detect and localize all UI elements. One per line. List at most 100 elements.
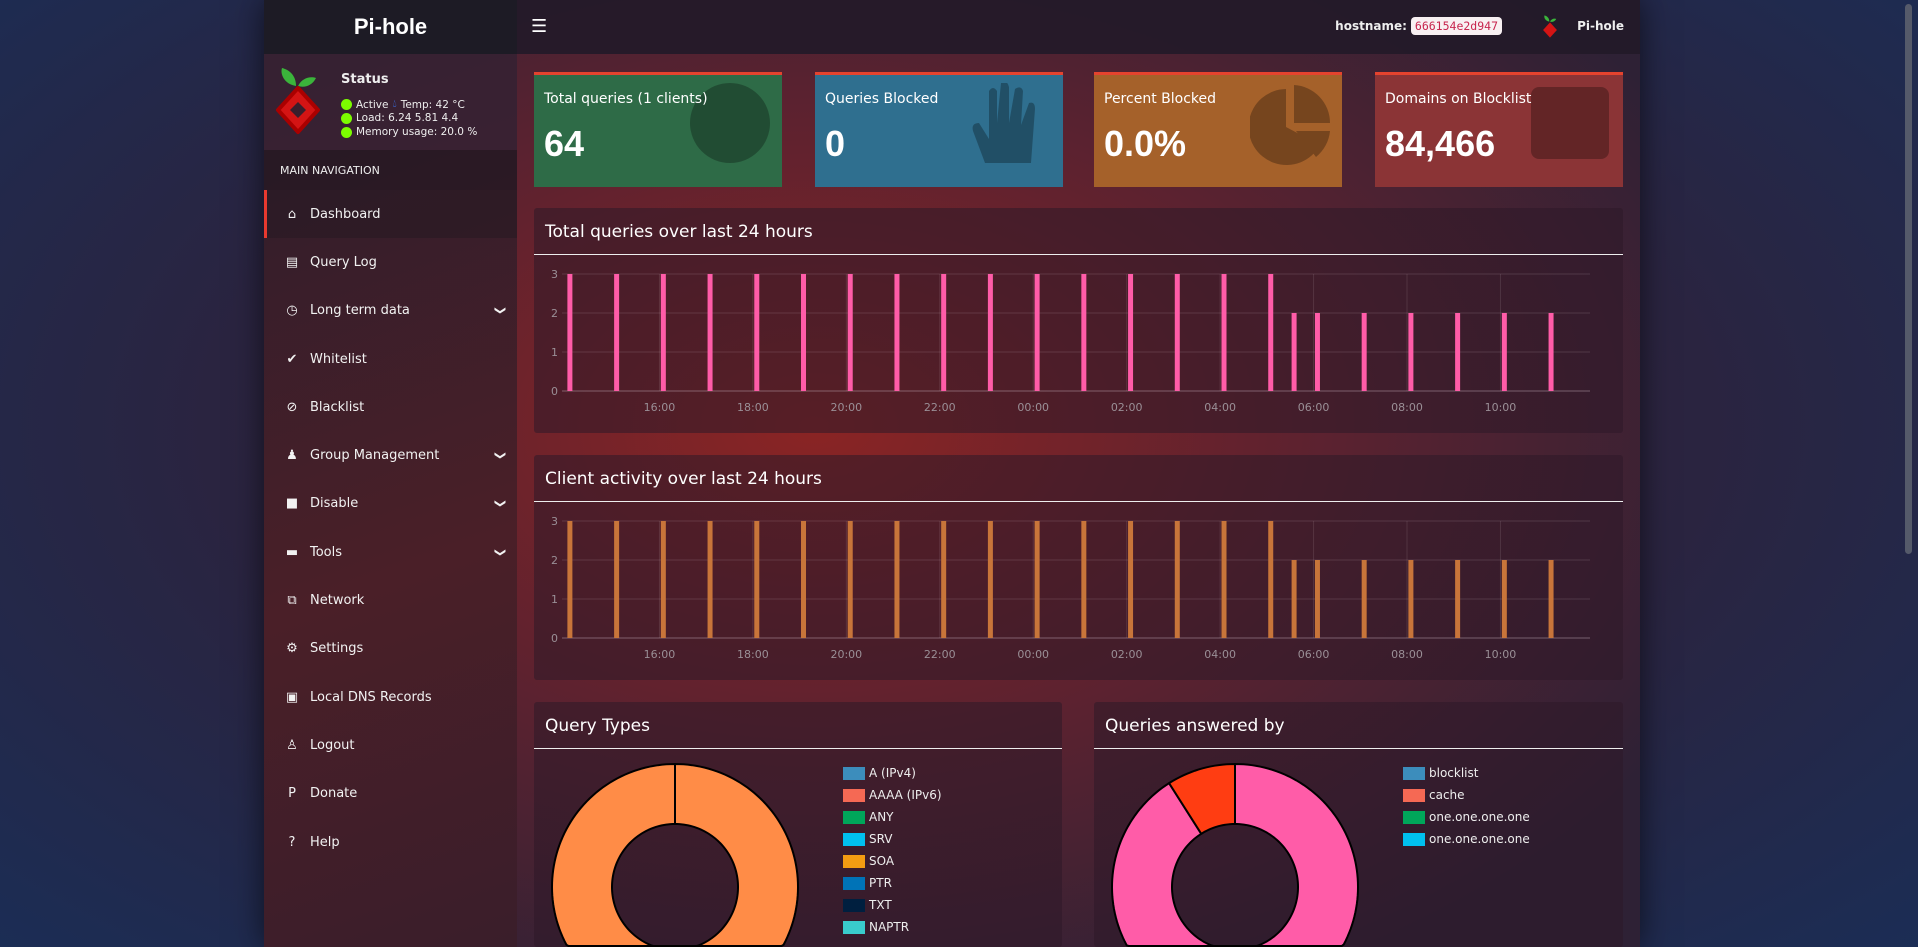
- sidebar-item-label: Group Management: [310, 448, 440, 464]
- bar[interactable]: [567, 274, 573, 391]
- bar[interactable]: [707, 521, 713, 638]
- bar[interactable]: [1501, 560, 1507, 638]
- chevron-down-icon[interactable]: ❯: [493, 547, 507, 557]
- hamburger-icon[interactable]: ☰: [531, 16, 548, 37]
- x-tick-label: 10:00: [1485, 648, 1517, 661]
- bar[interactable]: [941, 274, 947, 391]
- bar[interactable]: [1314, 313, 1320, 391]
- legend-item[interactable]: one.one.one.one: [1403, 831, 1530, 847]
- bar[interactable]: [660, 274, 666, 391]
- legend-item[interactable]: A (IPv4): [843, 765, 942, 781]
- stat-card-0[interactable]: Total queries (1 clients) 64: [534, 72, 782, 187]
- bar[interactable]: [1548, 313, 1554, 391]
- brand-logo[interactable]: Pi-hole: [264, 0, 517, 54]
- bar[interactable]: [987, 521, 993, 638]
- bar[interactable]: [1268, 274, 1274, 391]
- sidebar-item-query-log[interactable]: ▤ Query Log: [264, 238, 517, 286]
- sidebar-item-local-dns-records[interactable]: ▣ Local DNS Records: [264, 673, 517, 721]
- bar[interactable]: [1291, 313, 1297, 391]
- bar[interactable]: [1408, 313, 1414, 391]
- bar[interactable]: [1268, 521, 1274, 638]
- donut-slice[interactable]: [1167, 762, 1236, 836]
- bar[interactable]: [754, 521, 760, 638]
- x-tick-label: 16:00: [644, 401, 676, 414]
- divider: [534, 748, 1062, 749]
- bar[interactable]: [1128, 274, 1134, 391]
- bar[interactable]: [567, 521, 573, 638]
- sidebar-item-blacklist[interactable]: ⊘ Blacklist: [264, 383, 517, 431]
- chevron-down-icon[interactable]: ❯: [493, 451, 507, 461]
- bar[interactable]: [941, 521, 947, 638]
- bar[interactable]: [707, 274, 713, 391]
- bar[interactable]: [1081, 274, 1087, 391]
- sidebar-item-whitelist[interactable]: ✔ Whitelist: [264, 335, 517, 383]
- stat-card-1[interactable]: Queries Blocked 0: [815, 72, 1063, 187]
- bar[interactable]: [614, 521, 620, 638]
- legend-item[interactable]: blocklist: [1403, 765, 1530, 781]
- sidebar-item-group-management[interactable]: ♟ Group Management ❯: [264, 431, 517, 479]
- sidebar-item-label: Whitelist: [310, 351, 367, 367]
- pie-chart-icon: [1250, 85, 1330, 165]
- legend-item[interactable]: cache: [1403, 787, 1530, 803]
- bar[interactable]: [660, 521, 666, 638]
- bar[interactable]: [1128, 521, 1134, 638]
- paypal-icon: P: [288, 786, 296, 802]
- bar[interactable]: [1221, 274, 1227, 391]
- sidebar-item-logout[interactable]: ♙ Logout: [264, 721, 517, 769]
- chevron-down-icon[interactable]: ❯: [493, 499, 507, 509]
- legend-item[interactable]: ANY: [843, 809, 942, 825]
- chevron-down-icon[interactable]: ❯: [493, 306, 507, 316]
- sidebar-item-long-term-data[interactable]: ◷ Long term data ❯: [264, 287, 517, 335]
- bar[interactable]: [1221, 521, 1227, 638]
- bar[interactable]: [1174, 521, 1180, 638]
- sidebar-item-label: Local DNS Records: [310, 689, 432, 705]
- stat-card-2[interactable]: Percent Blocked 0.0%: [1094, 72, 1342, 187]
- bar[interactable]: [1548, 560, 1554, 638]
- sidebar-item-dashboard[interactable]: ⌂ Dashboard: [264, 190, 517, 239]
- x-tick-label: 02:00: [1111, 648, 1143, 661]
- bar[interactable]: [894, 521, 900, 638]
- bar[interactable]: [801, 521, 807, 638]
- bar[interactable]: [1314, 560, 1320, 638]
- bar[interactable]: [847, 274, 853, 391]
- legend-item[interactable]: AAAA (IPv6): [843, 787, 942, 803]
- sidebar-item-help[interactable]: ? Help: [264, 818, 517, 866]
- user-avatar-icon[interactable]: [1540, 14, 1560, 40]
- bar[interactable]: [1034, 521, 1040, 638]
- legend-item[interactable]: NAPTR: [843, 919, 942, 935]
- legend-swatch: [843, 854, 865, 868]
- bar[interactable]: [1455, 560, 1461, 638]
- sidebar-item-network[interactable]: ⧉ Network: [264, 576, 517, 624]
- bar[interactable]: [987, 274, 993, 391]
- bar[interactable]: [1361, 560, 1367, 638]
- bar[interactable]: [1291, 560, 1297, 638]
- bar[interactable]: [614, 274, 620, 391]
- user-name[interactable]: Pi-hole: [1577, 19, 1624, 33]
- bar[interactable]: [1034, 274, 1040, 391]
- sidebar-item-tools[interactable]: ▬ Tools ❯: [264, 528, 517, 576]
- legend-swatch: [1403, 788, 1425, 802]
- file-icon: ▤: [285, 254, 299, 270]
- bar[interactable]: [1455, 313, 1461, 391]
- legend-item[interactable]: SOA: [843, 853, 942, 869]
- sidebar-item-settings[interactable]: ⚙ Settings: [264, 625, 517, 673]
- donut-slice[interactable]: [550, 762, 800, 947]
- bar[interactable]: [1408, 560, 1414, 638]
- bar[interactable]: [754, 274, 760, 391]
- legend-item[interactable]: TXT: [843, 897, 942, 913]
- bar[interactable]: [801, 274, 807, 391]
- legend-item[interactable]: one.one.one.one: [1403, 809, 1530, 825]
- legend-item[interactable]: SRV: [843, 831, 942, 847]
- bar[interactable]: [1501, 313, 1507, 391]
- sidebar-item-disable[interactable]: ■ Disable ❯: [264, 480, 517, 528]
- bar[interactable]: [1174, 274, 1180, 391]
- sidebar-item-donate[interactable]: P Donate: [264, 770, 517, 818]
- stat-card-3[interactable]: Domains on Blocklist 84,466: [1375, 72, 1623, 187]
- scrollbar[interactable]: [1905, 4, 1912, 554]
- legend-item[interactable]: PTR: [843, 875, 942, 891]
- bar[interactable]: [1361, 313, 1367, 391]
- home-icon: ⌂: [287, 206, 297, 222]
- bar[interactable]: [847, 521, 853, 638]
- bar[interactable]: [1081, 521, 1087, 638]
- bar[interactable]: [894, 274, 900, 391]
